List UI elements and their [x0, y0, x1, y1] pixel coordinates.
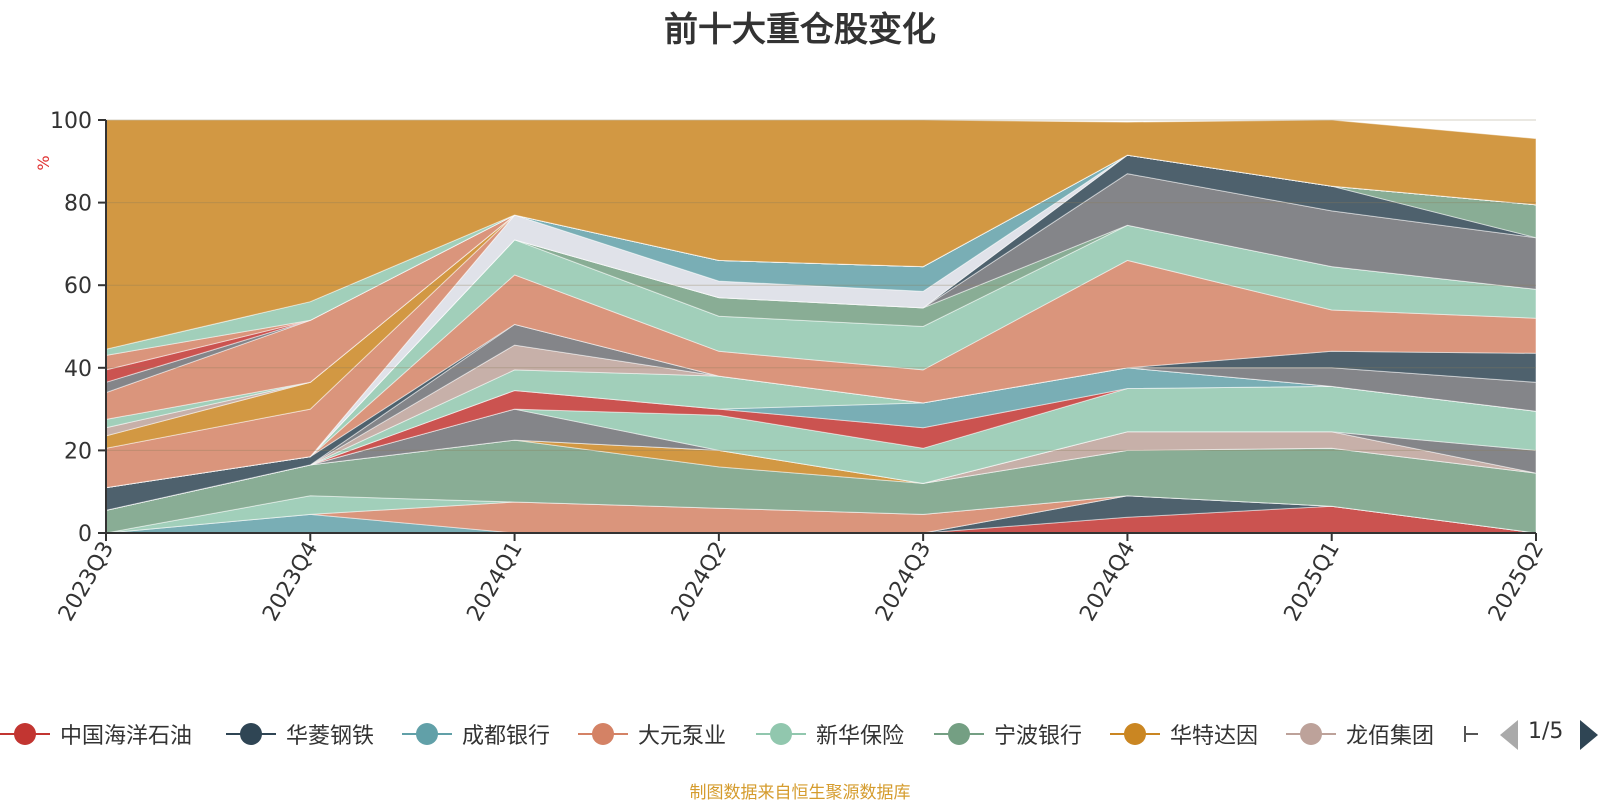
y-tick-label: 0: [78, 522, 92, 547]
x-tick-label: 2024Q1: [462, 538, 527, 626]
legend-dot: [1124, 723, 1146, 745]
legend-label: 中国海洋石油: [60, 724, 193, 749]
chart-title: 前十大重仓股变化: [664, 10, 936, 50]
legend-item[interactable]: 宁波银行: [934, 714, 1082, 754]
legend-symbol: [756, 714, 806, 754]
legend-label: 新华保险: [816, 724, 905, 749]
x-tick-label: 2023Q3: [54, 538, 119, 626]
legend-label: 成都银行: [462, 724, 551, 749]
legend-dot: [14, 723, 36, 745]
legend-item[interactable]: 龙佰集团: [1286, 714, 1434, 754]
legend-symbol: [1286, 714, 1336, 754]
legend-symbol: [226, 714, 276, 754]
legend-label: 华特达因: [1170, 724, 1259, 749]
legend-line: [1464, 733, 1478, 735]
legend-item[interactable]: 大元泵业: [578, 714, 726, 754]
source-note: 制图数据来自恒生聚源数据库: [689, 783, 911, 803]
legend-item[interactable]: 华菱钢铁: [226, 714, 374, 754]
x-tick-label: 2024Q3: [871, 538, 936, 626]
y-tick-label: 80: [64, 192, 92, 217]
x-tick-label: 2024Q2: [667, 538, 732, 626]
legend-item[interactable]: 新华保险: [756, 714, 904, 754]
legend-symbol: [1110, 714, 1160, 754]
x-tick-label: 2023Q4: [258, 538, 323, 626]
legend-dot: [592, 723, 614, 745]
x-tick-label: 2024Q4: [1075, 538, 1140, 626]
area-series-33[interactable]: [105, 119, 1537, 350]
legend-item-truncated[interactable]: [1464, 714, 1494, 754]
y-tick-label: 100: [50, 109, 92, 134]
legend-item[interactable]: 中国海洋石油: [0, 714, 192, 754]
legend-dot: [416, 723, 438, 745]
y-tick-label: 60: [64, 274, 92, 299]
legend-label: 龙佰集团: [1346, 724, 1435, 749]
legend-label: 宁波银行: [994, 724, 1083, 749]
stacked-area-chart: 0 20 40 60 80 100 2023Q3 2023Q4 2024Q1 2024Q2 2024…: [34, 109, 1549, 626]
y-tick-label: 40: [64, 357, 92, 382]
legend-label: 华菱钢铁: [286, 724, 375, 749]
y-tick-label: 20: [64, 439, 92, 464]
legend-item[interactable]: 华特达因: [1110, 714, 1258, 754]
legend-prev-page-icon[interactable]: [1500, 720, 1518, 750]
legend-label: 大元泵业: [638, 724, 727, 749]
legend-dot: [948, 723, 970, 745]
legend-symbol: [402, 714, 452, 754]
legend-symbol: [0, 714, 50, 754]
legend-symbol: [934, 714, 984, 754]
legend-item[interactable]: 成都银行: [402, 714, 550, 754]
x-tick-label: 2025Q1: [1280, 538, 1345, 626]
legend-next-page-icon[interactable]: [1580, 720, 1598, 750]
legend: 中国海洋石油 华菱钢铁 成都银行 大元泵业 新华保险 宁波银行 华特达因 龙佰集团: [0, 714, 1600, 754]
legend-dot: [240, 723, 262, 745]
legend-page-indicator: 1/5: [1528, 719, 1564, 744]
legend-dot: [1300, 723, 1322, 745]
legend-symbol: [578, 714, 628, 754]
x-tick-label: 2025Q2: [1484, 538, 1549, 626]
legend-dot: [770, 723, 792, 745]
area-series: [105, 119, 1537, 534]
y-axis-label: %: [34, 155, 53, 170]
